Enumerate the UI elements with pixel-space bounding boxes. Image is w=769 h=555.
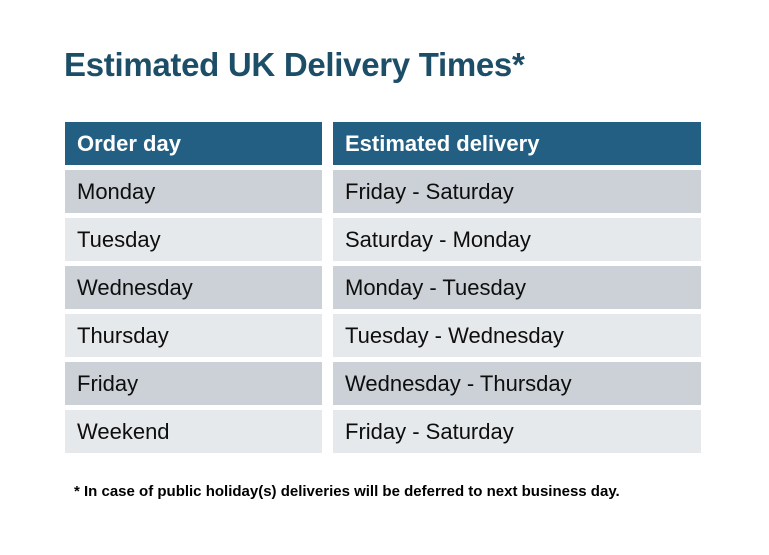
delivery-times-table: Order day Estimated delivery Monday Frid… <box>65 122 701 453</box>
table-cell-order-day: Thursday <box>65 314 322 357</box>
table-cell-order-day: Monday <box>65 170 322 213</box>
table-cell-order-day: Wednesday <box>65 266 322 309</box>
page-title: Estimated UK Delivery Times* <box>64 46 525 83</box>
table-cell-order-day: Friday <box>65 362 322 405</box>
table-cell-estimated-delivery: Saturday - Monday <box>333 218 701 261</box>
table-cell-estimated-delivery: Monday - Tuesday <box>333 266 701 309</box>
table-cell-estimated-delivery: Friday - Saturday <box>333 410 701 453</box>
table-cell-order-day: Tuesday <box>65 218 322 261</box>
public-holiday-footnote: * In case of public holiday(s) deliverie… <box>74 483 620 500</box>
column-header-estimated-delivery: Estimated delivery <box>333 122 701 165</box>
table-cell-estimated-delivery: Friday - Saturday <box>333 170 701 213</box>
table-cell-estimated-delivery: Tuesday - Wednesday <box>333 314 701 357</box>
table-cell-estimated-delivery: Wednesday - Thursday <box>333 362 701 405</box>
table-cell-order-day: Weekend <box>65 410 322 453</box>
column-header-order-day: Order day <box>65 122 322 165</box>
